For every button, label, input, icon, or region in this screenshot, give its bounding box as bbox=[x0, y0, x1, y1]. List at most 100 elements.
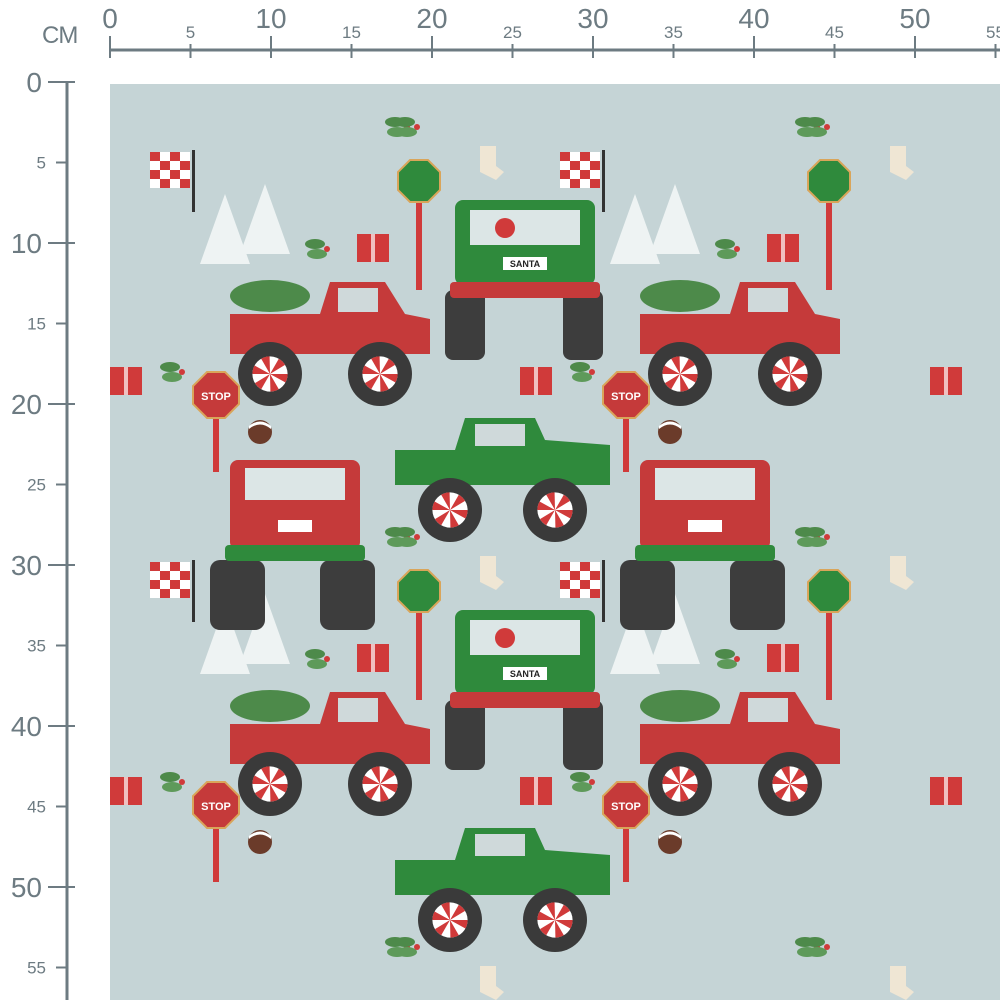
ruler-tick-label: 0 bbox=[102, 3, 118, 34]
holly-sprig-motif bbox=[395, 527, 420, 547]
peppermint-wheel bbox=[648, 752, 712, 816]
gift-box-motif bbox=[110, 777, 142, 805]
stocking-motif bbox=[480, 556, 504, 590]
holly-sprig-motif bbox=[160, 772, 185, 792]
ruler-tick-label: 5 bbox=[37, 154, 46, 173]
checkered-flag-motif bbox=[560, 560, 605, 622]
ruler-tick-label: 25 bbox=[503, 23, 522, 42]
ruler-tick-label: 30 bbox=[11, 550, 42, 581]
gift-box-motif bbox=[357, 234, 389, 262]
stop-sign-motif: STOP bbox=[192, 371, 240, 472]
ruler-tick-label: 10 bbox=[255, 3, 286, 34]
gift-box-motif bbox=[930, 367, 962, 395]
red-pickup-truck-with-tree-motif bbox=[640, 690, 840, 816]
gift-box-motif bbox=[520, 777, 552, 805]
stop-sign-motif: STOP bbox=[192, 781, 240, 882]
white-christmas-tree-motif bbox=[200, 194, 250, 264]
holly-sprig-motif bbox=[805, 527, 830, 547]
holly-sprig-motif bbox=[805, 937, 830, 957]
vertical-ruler: 0 5 10 15 20 25 30 35 40 45 50 55 bbox=[11, 67, 75, 1000]
ruler-tick-label: 55 bbox=[27, 959, 46, 978]
fabric-pattern: SANTA STOP STOP SANTA STOP STOP bbox=[110, 117, 962, 1000]
green-road-sign-motif bbox=[807, 159, 851, 290]
stop-sign-text: STOP bbox=[201, 391, 231, 403]
peppermint-wheel bbox=[418, 888, 482, 952]
gift-box-motif bbox=[110, 367, 142, 395]
holly-sprig-motif bbox=[570, 772, 595, 792]
peppermint-wheel bbox=[238, 342, 302, 406]
checkered-flag-motif bbox=[560, 150, 605, 212]
peppermint-wheel bbox=[523, 888, 587, 952]
ruler-tick-label: 25 bbox=[27, 476, 46, 495]
stocking-motif bbox=[890, 556, 914, 590]
ruler-tick-label: 40 bbox=[11, 711, 42, 742]
gift-box-motif bbox=[930, 777, 962, 805]
white-christmas-tree-motif bbox=[610, 604, 660, 674]
holly-sprig-motif bbox=[805, 117, 830, 137]
green-pickup-truck-motif bbox=[395, 828, 610, 952]
ruler-tick-label: 45 bbox=[27, 798, 46, 817]
holly-sprig-motif bbox=[715, 239, 740, 259]
ruler-tick-label: 20 bbox=[416, 3, 447, 34]
holly-sprig-motif bbox=[305, 239, 330, 259]
gift-box-motif bbox=[357, 644, 389, 672]
peppermint-wheel bbox=[418, 478, 482, 542]
peppermint-wheel bbox=[523, 478, 587, 542]
stop-sign-text: STOP bbox=[611, 391, 641, 403]
gift-box-motif bbox=[520, 367, 552, 395]
ruler-tick-label: 35 bbox=[27, 637, 46, 656]
ruler-tick-label: 50 bbox=[899, 3, 930, 34]
ruler-tick-label: 35 bbox=[664, 23, 683, 42]
peppermint-wheel bbox=[238, 752, 302, 816]
green-road-sign-motif bbox=[397, 569, 441, 700]
white-christmas-tree-motif bbox=[200, 604, 250, 674]
gift-box-motif bbox=[767, 644, 799, 672]
stop-sign-text: STOP bbox=[611, 801, 641, 813]
license-plate-text: SANTA bbox=[510, 259, 541, 269]
stocking-motif bbox=[890, 146, 914, 180]
green-monster-truck-santa-motif: SANTA bbox=[445, 610, 603, 770]
white-christmas-tree-motif bbox=[240, 184, 290, 254]
stop-sign-text: STOP bbox=[201, 801, 231, 813]
christmas-pudding-motif bbox=[248, 830, 272, 854]
license-plate-text: SANTA bbox=[510, 669, 541, 679]
checkered-flag-motif bbox=[150, 560, 195, 622]
green-road-sign-motif bbox=[807, 569, 851, 700]
stocking-motif bbox=[890, 966, 914, 1000]
green-pickup-truck-motif bbox=[395, 418, 610, 542]
red-pickup-truck-with-tree-motif bbox=[230, 280, 430, 406]
gift-box-motif bbox=[767, 234, 799, 262]
holly-sprig-motif bbox=[395, 937, 420, 957]
christmas-pudding-motif bbox=[248, 420, 272, 444]
ruler-tick-label: 20 bbox=[11, 389, 42, 420]
white-christmas-tree-motif bbox=[650, 184, 700, 254]
ruler-tick-label: 45 bbox=[825, 23, 844, 42]
peppermint-wheel bbox=[758, 342, 822, 406]
holly-sprig-motif bbox=[715, 649, 740, 669]
ruler-tick-label: 50 bbox=[11, 872, 42, 903]
ruler-tick-label: 15 bbox=[27, 315, 46, 334]
ruler-tick-label: 0 bbox=[26, 67, 42, 98]
ruler-tick-label: 5 bbox=[186, 23, 195, 42]
peppermint-wheel bbox=[648, 342, 712, 406]
stocking-motif bbox=[480, 146, 504, 180]
stop-sign-motif: STOP bbox=[602, 781, 650, 882]
checkered-flag-motif bbox=[150, 150, 195, 212]
stocking-motif bbox=[480, 966, 504, 1000]
stop-sign-motif: STOP bbox=[602, 371, 650, 472]
ruler-tick-label: 10 bbox=[11, 228, 42, 259]
holly-sprig-motif bbox=[395, 117, 420, 137]
fabric-print-area: SANTA STOP STOP SANTA STOP STOP bbox=[110, 84, 1000, 1000]
holly-sprig-motif bbox=[160, 362, 185, 382]
red-pickup-truck-with-tree-motif bbox=[640, 280, 840, 406]
peppermint-wheel bbox=[758, 752, 822, 816]
ruler-tick-label: 40 bbox=[738, 3, 769, 34]
red-monster-truck-motif bbox=[210, 460, 375, 630]
red-pickup-truck-with-tree-motif bbox=[230, 690, 430, 816]
ruler-unit-label: CM bbox=[42, 22, 78, 49]
peppermint-wheel bbox=[348, 342, 412, 406]
peppermint-wheel bbox=[348, 752, 412, 816]
ruler-tick-label: 30 bbox=[577, 3, 608, 34]
red-monster-truck-motif bbox=[620, 460, 785, 630]
christmas-pudding-motif bbox=[658, 830, 682, 854]
